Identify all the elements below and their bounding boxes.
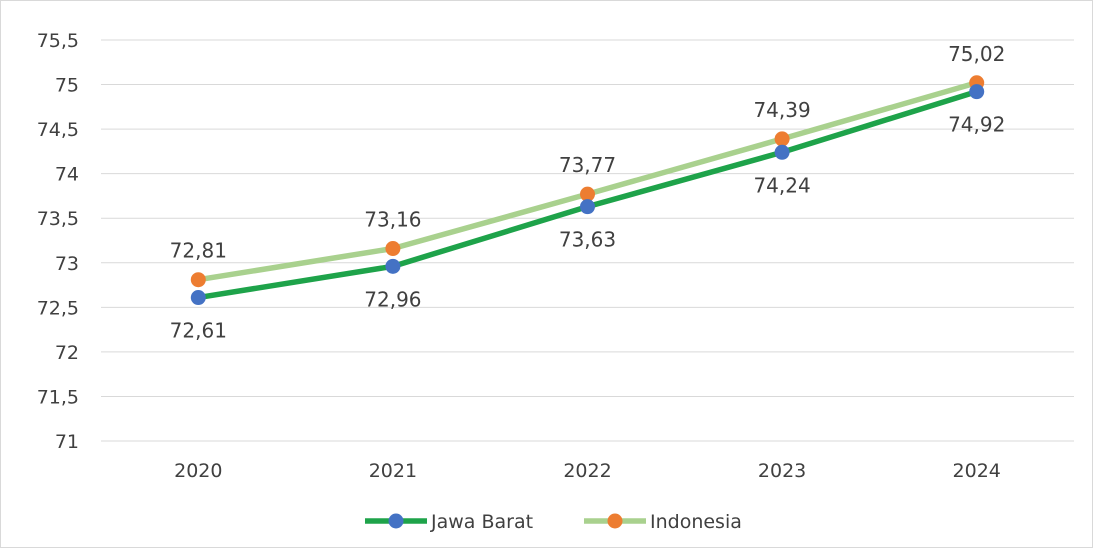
x-tick-label: 2024 [953, 460, 1001, 482]
x-tick-label: 2021 [369, 460, 417, 482]
data-label: 72,61 [170, 319, 227, 343]
data-point [385, 258, 401, 274]
y-tick-label: 73,5 [37, 208, 79, 230]
data-label: 75,02 [948, 42, 1005, 66]
data-point [190, 272, 206, 288]
data-labels: 72,61 72,96 73,63 74,24 74,92 72,81 73,16 73,77… [170, 42, 1006, 343]
legend-marker [607, 513, 623, 529]
series-markers [190, 75, 985, 306]
data-point [580, 186, 595, 202]
y-tick-label: 75 [55, 75, 79, 97]
y-tick-label: 72,5 [37, 297, 79, 319]
data-label: 73,63 [559, 228, 616, 252]
x-tick-label: 2020 [174, 460, 222, 482]
y-tick-label: 74,5 [37, 119, 79, 141]
data-point [774, 131, 790, 147]
data-label: 72,96 [364, 287, 421, 311]
y-tick-label: 75,5 [37, 30, 79, 52]
data-point [774, 144, 790, 160]
y-tick-label: 72 [55, 342, 79, 364]
y-tick-label: 73 [55, 253, 79, 275]
legend-marker [388, 513, 404, 529]
legend: Jawa Barat Indonesia [365, 511, 742, 533]
legend-label: Jawa Barat [430, 511, 533, 533]
data-point [385, 241, 401, 257]
gridlines [101, 39, 1074, 442]
data-label: 73,16 [364, 208, 421, 232]
x-axis-tick-labels: 2020 2021 2022 2023 2024 [174, 460, 1001, 482]
x-tick-label: 2023 [758, 460, 806, 482]
y-axis-tick-labels: 71 71,5 72 72,5 73 73,5 74 74,5 75 75,5 [37, 30, 79, 453]
data-point [580, 199, 595, 215]
data-point [969, 84, 985, 100]
data-label: 72,81 [170, 239, 227, 263]
data-label: 73,77 [559, 153, 616, 177]
y-tick-label: 71,5 [37, 386, 79, 408]
legend-label: Indonesia [650, 511, 742, 533]
data-point [190, 290, 206, 306]
data-label: 74,92 [948, 113, 1005, 137]
y-tick-label: 71 [55, 431, 79, 453]
data-label: 74,39 [753, 98, 810, 122]
x-tick-label: 2022 [563, 460, 611, 482]
y-tick-label: 74 [55, 164, 79, 186]
data-label: 74,24 [753, 173, 810, 197]
